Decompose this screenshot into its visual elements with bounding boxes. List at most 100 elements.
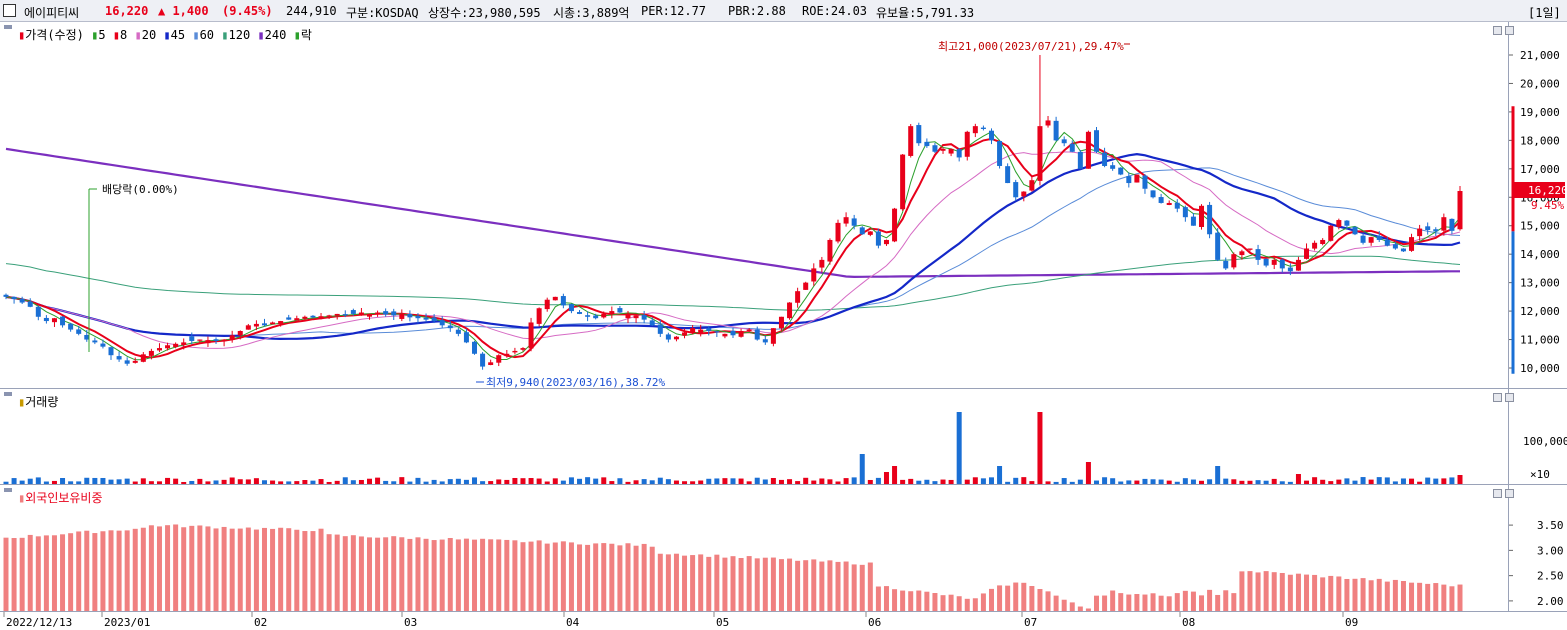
volume-bar: [787, 479, 793, 484]
foreign-ratio-bar: [1368, 580, 1374, 611]
price-pane[interactable]: ▮가격(수정) ▮5 ▮8 ▮20 ▮45 ▮60 ▮120 ▮240 ▮락 2…: [0, 22, 1567, 389]
candle-body: [358, 312, 364, 316]
pane-grip-icon[interactable]: [4, 25, 12, 29]
foreign-ratio-bar: [900, 590, 906, 611]
foreign-ratio-bar: [1037, 589, 1043, 611]
candle-body: [35, 306, 41, 317]
foreign-ratio-bar: [593, 543, 599, 611]
volume-bar: [528, 478, 534, 484]
stock-name[interactable]: 에이피티씨: [24, 6, 80, 20]
select-checkbox[interactable]: [3, 4, 16, 17]
foreign-ratio-bar: [431, 540, 437, 611]
foreign-ratio-bar: [1320, 577, 1326, 611]
candle-body: [1069, 143, 1075, 152]
current-pct-tag: 9.45%: [1531, 199, 1564, 212]
candle-body: [1312, 242, 1318, 249]
candle-body: [415, 315, 421, 319]
foreign-ratio-bar: [544, 543, 550, 611]
price-tick-label: 11,000: [1520, 334, 1560, 347]
candle-body: [1158, 197, 1164, 203]
candle-body: [577, 312, 583, 314]
volume-plot-area[interactable]: [0, 389, 1509, 484]
volume-bar: [972, 477, 978, 484]
candle-body: [11, 296, 17, 300]
foreign-ratio-bar: [1457, 584, 1463, 611]
foreign-ratio-bar: [1207, 589, 1213, 611]
candle-body: [980, 127, 986, 129]
pane-close-button[interactable]: [1505, 26, 1514, 35]
foreign-ratio-pane[interactable]: ▮외국인보유비중 3.50 3.00 2.50 2.00: [0, 485, 1567, 612]
volume-bar: [294, 481, 300, 484]
price-plot-area[interactable]: [0, 22, 1509, 388]
foreign-ratio-bar: [1021, 582, 1027, 611]
foreign-ratio-bar: [76, 531, 82, 611]
pane-grip-icon[interactable]: [4, 488, 12, 492]
candle-body: [795, 291, 801, 303]
x-tick-label: 07: [1024, 616, 1037, 629]
volume-bar: [391, 481, 397, 484]
pane-minimize-button[interactable]: [1493, 26, 1502, 35]
volume-bar: [835, 481, 841, 484]
foreign-ratio-bar: [1126, 594, 1132, 611]
volume-bar: [988, 477, 994, 484]
legend-ma240: 240: [264, 28, 287, 42]
volume-bar: [851, 477, 857, 484]
volume-bar: [690, 481, 696, 484]
foreign-ratio-bar: [1215, 594, 1221, 611]
foreign-ratio-bar: [649, 546, 655, 611]
volume-bar: [1255, 480, 1261, 484]
foreign-ratio-bar: [1449, 586, 1455, 611]
legend-ma8: 8: [120, 28, 128, 42]
foreign-ratio-bar: [1231, 593, 1237, 611]
volume-bar: [641, 479, 647, 484]
candle-body: [496, 355, 502, 363]
foreign-ratio-bar: [1077, 606, 1083, 611]
candle-body: [867, 231, 873, 235]
volume-bar: [795, 481, 801, 484]
foreign-plot-area[interactable]: [0, 485, 1509, 611]
volume-bar: [270, 480, 276, 484]
candle-body: [245, 325, 251, 330]
foreign-ratio-bar: [455, 539, 461, 611]
foreign-ratio-bar: [124, 530, 130, 611]
candle-body: [1400, 248, 1406, 252]
price-tick-label: 18,000: [1520, 134, 1560, 147]
foreign-ratio-bar: [407, 538, 413, 611]
foreign-ratio-bar: [350, 535, 356, 611]
pane-close-button[interactable]: [1505, 489, 1514, 498]
pane-close-button[interactable]: [1505, 393, 1514, 402]
volume-bar: [924, 479, 930, 484]
volume-bar: [1409, 478, 1415, 484]
period-selector[interactable]: [1일]: [1528, 6, 1561, 20]
pane-grip-icon[interactable]: [4, 392, 12, 396]
foreign-ratio-bar: [714, 554, 720, 611]
volume-bar: [859, 454, 865, 484]
candle-body: [383, 311, 389, 315]
volume-bar: [358, 479, 364, 484]
volume-bar: [472, 477, 478, 484]
foreign-ratio-bar: [173, 524, 179, 611]
candle-body: [439, 320, 445, 326]
volume-bar: [334, 480, 340, 484]
foreign-ratio-bar: [803, 560, 809, 611]
volume-value: 244,910: [286, 4, 337, 18]
volume-bar: [480, 481, 486, 484]
foreign-ratio-bar: [835, 561, 841, 611]
foreign-ratio-bar: [706, 556, 712, 611]
volume-bar: [1263, 480, 1269, 484]
volume-bar: [35, 477, 41, 484]
volume-bar: [1352, 480, 1358, 484]
volume-pane[interactable]: ▮거래량 100,000 ×10: [0, 389, 1567, 485]
volume-bar: [399, 477, 405, 484]
foreign-ratio-bar: [762, 557, 768, 611]
candle-body: [649, 320, 655, 326]
candle-body: [1182, 207, 1188, 218]
volume-bar: [980, 478, 986, 484]
candle-body: [512, 350, 518, 353]
pane-minimize-button[interactable]: [1493, 393, 1502, 402]
price-legend[interactable]: ▮가격(수정) ▮5 ▮8 ▮20 ▮45 ▮60 ▮120 ▮240 ▮락: [18, 28, 312, 42]
x-axis-svg: 2022/12/13 2023/01 02 03 04 05 06 07 08 09: [3, 612, 1358, 629]
pane-minimize-button[interactable]: [1493, 489, 1502, 498]
volume-bar: [221, 479, 227, 484]
candle-body: [819, 259, 825, 268]
